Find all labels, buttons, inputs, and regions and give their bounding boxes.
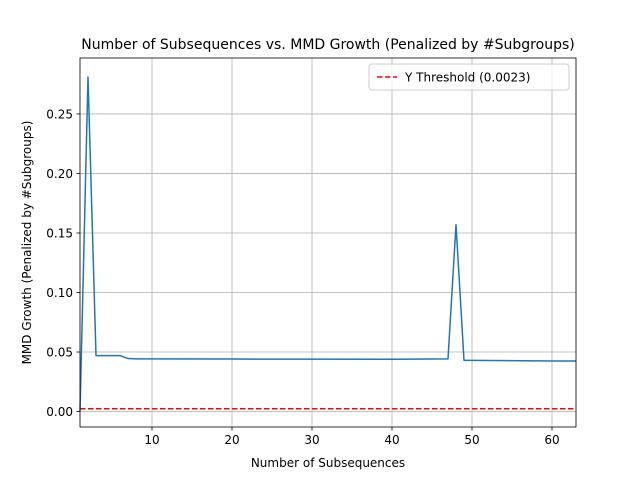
y-tick-label: 0.10 bbox=[46, 286, 73, 300]
legend-box bbox=[368, 63, 570, 91]
y-tick-label: 0.00 bbox=[46, 405, 73, 419]
mmd-growth-line bbox=[79, 76, 576, 412]
x-tick-label: 10 bbox=[144, 433, 159, 447]
chart-title: Number of Subsequences vs. MMD Growth (P… bbox=[81, 37, 574, 53]
x-tick-label: 40 bbox=[384, 433, 399, 447]
legend: Y Threshold (0.0023) bbox=[368, 63, 570, 91]
y-tick-label: 0.20 bbox=[46, 167, 73, 181]
y-axis-label: MMD Growth (Penalized by #Subgroups) bbox=[20, 121, 34, 365]
x-tick-label: 30 bbox=[304, 433, 319, 447]
plot-frame bbox=[79, 57, 577, 428]
grid bbox=[80, 58, 576, 427]
ticks: 10 20 30 40 50 60 0.00 0.05 0.10 0.15 0.20 0.25 bbox=[46, 107, 559, 447]
legend-threshold-label: Y Threshold (0.0023) bbox=[404, 71, 530, 85]
y-tick-label: 0.05 bbox=[46, 346, 73, 360]
y-tick-label: 0.25 bbox=[46, 107, 73, 121]
x-axis-label: Number of Subsequences bbox=[251, 456, 405, 470]
y-tick-label: 0.15 bbox=[46, 226, 73, 240]
series-layer bbox=[79, 76, 576, 412]
x-tick-label: 20 bbox=[224, 433, 239, 447]
x-tick-label: 50 bbox=[464, 433, 479, 447]
x-tick-label: 60 bbox=[544, 433, 559, 447]
